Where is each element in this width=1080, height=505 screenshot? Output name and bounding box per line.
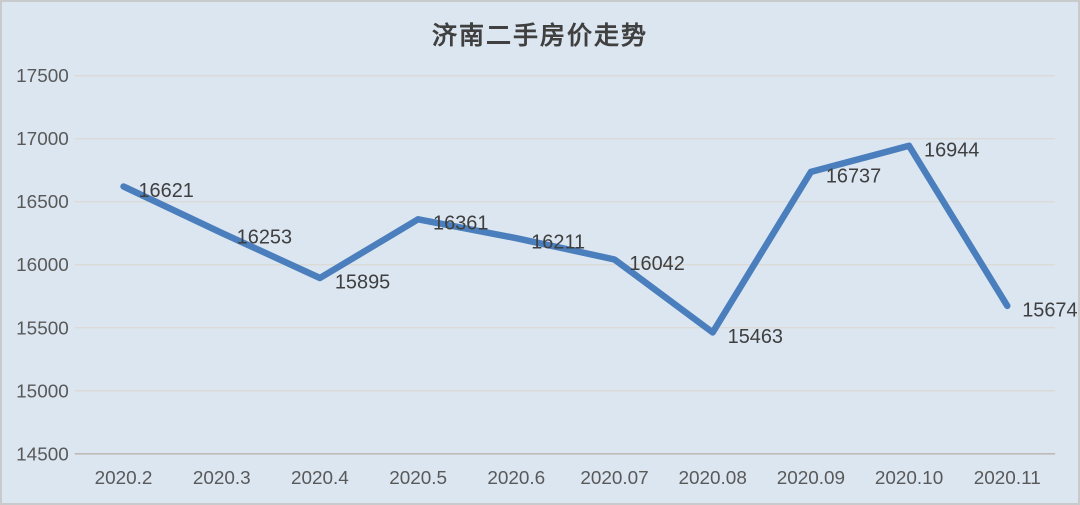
data-label: 16253: [237, 226, 292, 248]
data-label: 16737: [826, 165, 881, 187]
y-tick-label: 15000: [16, 381, 69, 402]
data-label: 16042: [629, 253, 684, 275]
x-tick-label: 2020.4: [291, 468, 349, 489]
data-label: 16944: [924, 139, 979, 161]
data-label: 15674: [1022, 299, 1077, 321]
x-tick-label: 2020.2: [95, 468, 153, 489]
x-tick-label: 2020.07: [580, 468, 648, 489]
x-tick-label: 2020.3: [193, 468, 251, 489]
data-label: 16211: [531, 232, 585, 254]
y-tick-label: 16000: [16, 255, 69, 276]
x-tick-label: 2020.11: [974, 468, 1041, 489]
x-tick-label: 2020.6: [487, 468, 545, 489]
y-tick-label: 17000: [16, 129, 69, 150]
x-tick-label: 2020.10: [875, 468, 943, 489]
y-tick-label: 17500: [16, 66, 69, 87]
y-tick-label: 16500: [16, 192, 69, 213]
chart-title: 济南二手房价走势: [431, 21, 648, 50]
trend-line: [120, 142, 1011, 336]
data-label: 16621: [138, 180, 193, 202]
x-tick-label: 2020.08: [679, 468, 747, 489]
y-axis-tick-labels-group: 14500 15000 15500 16000 16500 17000 17500: [16, 66, 69, 465]
x-axis-tick-labels-group: 2020.2 2020.3 2020.4 2020.5 2020.6 2020.07 202…: [95, 468, 1041, 489]
x-tick-label: 2020.09: [777, 468, 845, 489]
data-label: 15895: [335, 271, 390, 293]
y-tick-label: 14500: [16, 444, 69, 465]
series-group: [120, 142, 1011, 336]
data-labels-group: 16621 16253 15895 16361 16211 16042 15463 16737…: [138, 139, 1077, 348]
data-label: 15463: [728, 326, 783, 348]
x-tick-label: 2020.5: [389, 468, 447, 489]
y-tick-label: 15500: [16, 318, 69, 339]
gridlines-group: [74, 75, 1056, 455]
data-label: 16361: [433, 213, 488, 235]
